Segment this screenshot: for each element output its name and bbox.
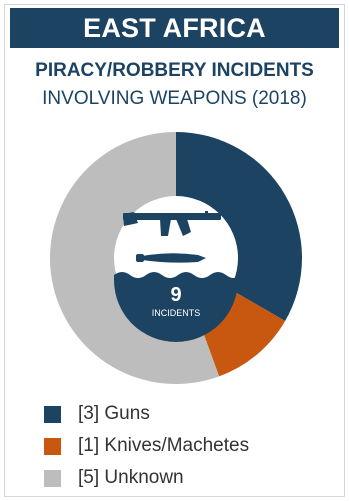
legend-swatch-unknown bbox=[44, 469, 61, 487]
incident-count: 9 bbox=[170, 284, 181, 306]
chart-title-line1: PIRACY/ROBBERY INCIDENTS bbox=[35, 60, 314, 81]
wave-icon bbox=[114, 272, 240, 342]
legend: [3] Guns [1] Knives/Machetes [5] Unknown bbox=[44, 398, 249, 494]
chart-title-line2: INVOLVING WEAPONS (2018) bbox=[42, 88, 307, 109]
legend-item-knives: [1] Knives/Machetes bbox=[44, 430, 249, 462]
legend-swatch-guns bbox=[44, 405, 61, 423]
legend-item-guns: [3] Guns bbox=[44, 398, 249, 430]
legend-label-unknown: [5] Unknown bbox=[78, 467, 184, 488]
legend-label-guns: [3] Guns bbox=[78, 403, 150, 424]
infographic-frame bbox=[4, 4, 345, 497]
incident-label: INCIDENTS bbox=[152, 308, 201, 318]
legend-label-knives: [1] Knives/Machetes bbox=[78, 435, 250, 456]
knife-icon bbox=[136, 253, 206, 263]
legend-item-unknown: [5] Unknown bbox=[44, 462, 249, 494]
rifle-icon bbox=[123, 211, 221, 236]
region-banner: EAST AFRICA bbox=[10, 8, 339, 48]
legend-swatch-knives bbox=[44, 437, 61, 455]
